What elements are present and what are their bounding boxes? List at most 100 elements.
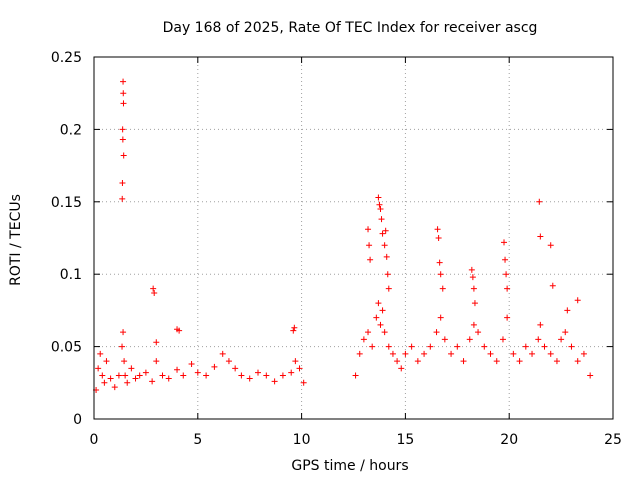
data-point <box>421 350 428 357</box>
data-point <box>435 235 442 241</box>
data-point <box>203 372 210 379</box>
y-tick-label: 0 <box>73 412 82 428</box>
data-point <box>165 375 172 382</box>
data-point <box>384 271 391 278</box>
data-point <box>291 324 298 331</box>
data-point <box>120 78 127 85</box>
data-point <box>377 206 384 213</box>
data-point <box>389 350 396 357</box>
data-point <box>360 336 367 343</box>
data-point <box>536 198 543 205</box>
data-point <box>381 329 388 336</box>
x-axis-label: GPS time / hours <box>291 458 408 474</box>
data-point <box>470 285 477 292</box>
data-point <box>574 297 581 304</box>
data-point <box>119 126 126 133</box>
data-point <box>356 350 363 357</box>
data-point <box>541 343 548 350</box>
data-point <box>537 321 544 328</box>
data-point <box>369 343 376 350</box>
data-point <box>408 343 415 350</box>
data-point <box>296 365 303 372</box>
data-point <box>475 329 482 336</box>
data-point <box>99 372 106 379</box>
x-tick-label: 10 <box>293 432 311 448</box>
x-tick-label: 5 <box>193 432 202 448</box>
data-point <box>516 358 523 365</box>
data-point <box>373 314 380 321</box>
data-point <box>580 350 587 357</box>
data-point <box>385 285 392 292</box>
data-point <box>454 343 461 350</box>
x-tick-label: 0 <box>90 432 99 448</box>
data-point <box>379 307 386 314</box>
plot-frame <box>93 56 614 420</box>
data-point <box>188 360 195 367</box>
data-point <box>211 363 218 370</box>
data-point <box>510 350 517 357</box>
data-point <box>502 256 509 263</box>
data-point <box>352 372 359 379</box>
data-point <box>149 378 156 385</box>
data-point <box>433 329 440 336</box>
data-point <box>503 271 510 278</box>
data-point <box>174 366 181 373</box>
x-tick-label: 15 <box>396 432 414 448</box>
data-point <box>153 358 160 365</box>
data-point <box>290 327 297 334</box>
data-point <box>378 216 385 223</box>
data-point <box>529 350 536 357</box>
y-axis-label: ROTI / TECUs <box>8 194 24 286</box>
data-point <box>587 372 594 379</box>
data-point <box>142 369 149 376</box>
data-point <box>535 336 542 343</box>
data-point <box>434 226 441 233</box>
data-point <box>437 271 444 278</box>
data-point <box>101 379 108 386</box>
data-point <box>367 256 374 263</box>
data-point <box>383 253 390 260</box>
data-point <box>493 358 500 365</box>
data-point <box>574 358 581 365</box>
data-point <box>119 195 126 202</box>
data-point <box>97 350 104 357</box>
roti-series-points <box>93 78 594 394</box>
data-point <box>263 372 270 379</box>
data-point <box>225 358 232 365</box>
data-point <box>232 365 239 372</box>
data-point <box>115 372 122 379</box>
data-point <box>504 314 511 321</box>
data-point <box>159 372 166 379</box>
data-point <box>427 343 434 350</box>
data-point <box>376 201 383 208</box>
data-point <box>150 285 157 292</box>
data-point <box>568 343 575 350</box>
data-point <box>365 329 372 336</box>
data-point <box>271 378 278 385</box>
data-point <box>377 321 384 328</box>
y-tick-label: 0.15 <box>51 195 82 211</box>
data-point <box>119 343 126 350</box>
data-point <box>255 369 262 376</box>
data-point <box>132 375 139 382</box>
data-point <box>151 290 158 297</box>
data-point <box>111 384 118 391</box>
data-point <box>119 179 126 186</box>
data-point <box>481 343 488 350</box>
y-tick-label: 0.1 <box>60 267 82 283</box>
data-point <box>537 233 544 240</box>
data-point <box>122 372 129 379</box>
data-point <box>522 343 529 350</box>
data-point <box>292 358 299 365</box>
data-point <box>120 90 127 97</box>
data-point <box>246 375 253 382</box>
x-tick-label: 20 <box>500 432 518 448</box>
data-point <box>468 266 475 273</box>
data-point <box>469 274 476 281</box>
data-point <box>121 358 128 365</box>
data-point <box>382 227 389 234</box>
data-point <box>437 314 444 321</box>
data-point <box>194 369 201 376</box>
data-point <box>499 336 506 343</box>
